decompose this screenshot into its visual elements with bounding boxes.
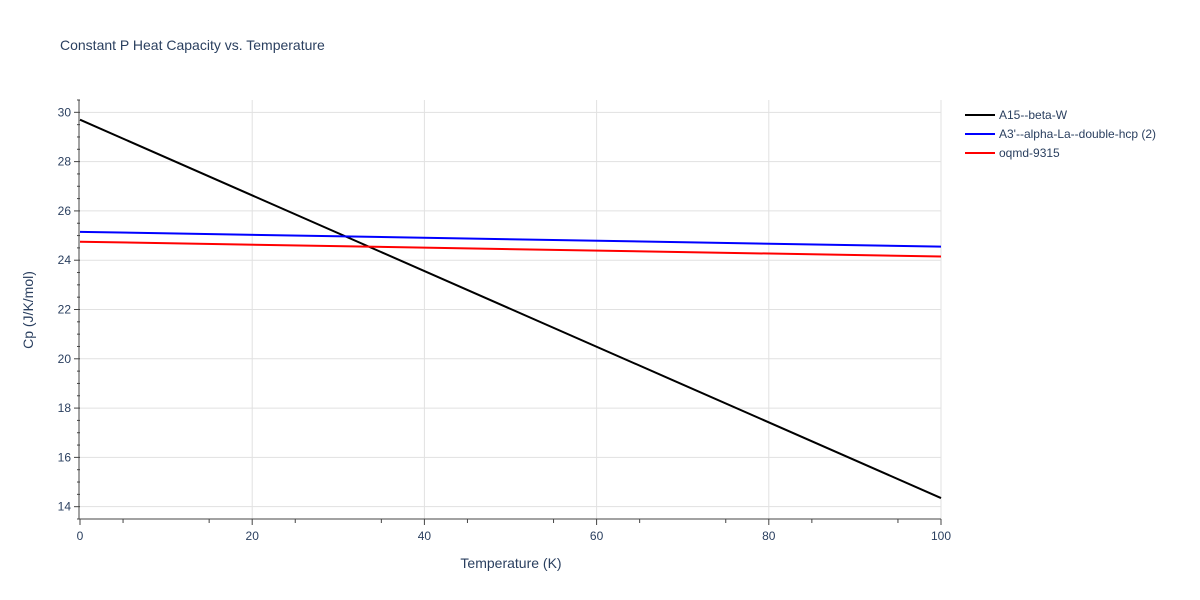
legend-label-1[interactable]: A3'--alpha-La--double-hcp (2) bbox=[999, 127, 1156, 141]
y-tick-label: 28 bbox=[58, 155, 72, 169]
y-tick-label: 20 bbox=[58, 352, 72, 366]
series-line-0[interactable] bbox=[79, 118, 942, 499]
legend-label-2[interactable]: oqmd-9315 bbox=[999, 146, 1060, 160]
plot-area[interactable] bbox=[79, 118, 942, 499]
x-tick-label: 60 bbox=[590, 529, 604, 543]
series-line-2[interactable] bbox=[79, 240, 942, 258]
x-tick-label: 20 bbox=[246, 529, 260, 543]
y-tick-label: 24 bbox=[58, 253, 72, 267]
series-line-1[interactable] bbox=[79, 230, 942, 248]
legend-label-0[interactable]: A15--beta-W bbox=[999, 108, 1068, 122]
legend[interactable]: A15--beta-W A3'--alpha-La--double-hcp (2)… bbox=[965, 108, 1156, 160]
x-tick-label: 0 bbox=[77, 529, 84, 543]
x-axis-label: Temperature (K) bbox=[460, 555, 561, 571]
y-tick-label: 18 bbox=[58, 401, 72, 415]
y-tick-label: 30 bbox=[58, 105, 72, 119]
x-tick-label: 40 bbox=[418, 529, 432, 543]
y-tick-label: 22 bbox=[58, 303, 72, 317]
x-tick-label: 80 bbox=[762, 529, 776, 543]
y-axis-label: Cp (J/K/mol) bbox=[20, 271, 36, 349]
y-tick-label: 14 bbox=[58, 500, 72, 514]
chart-title: Constant P Heat Capacity vs. Temperature bbox=[60, 37, 325, 53]
axes: 0 20 40 60 80 100 14 16 18 20 22 24 26 28 30 bbox=[58, 99, 951, 543]
y-tick-label: 16 bbox=[58, 450, 72, 464]
x-tick-label: 100 bbox=[931, 529, 951, 543]
grid bbox=[80, 100, 942, 519]
y-tick-label: 26 bbox=[58, 204, 72, 218]
